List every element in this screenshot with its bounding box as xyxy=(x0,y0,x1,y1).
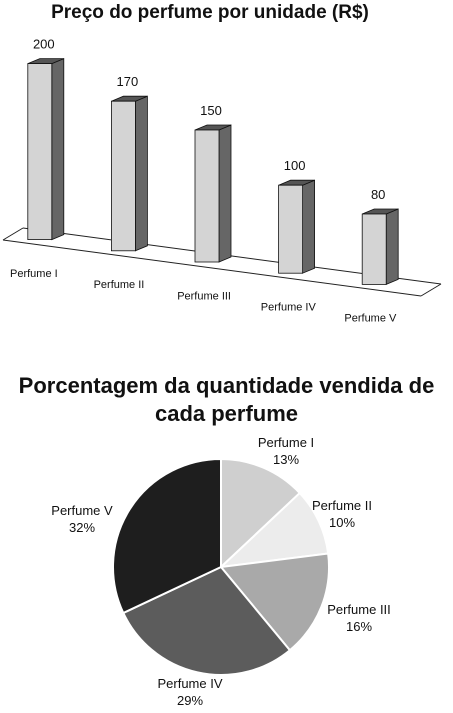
bar-chart-title: Preço do perfume por unidade (R$) xyxy=(51,2,369,23)
bar-category-label: Perfume V xyxy=(344,313,397,325)
bar-side xyxy=(385,208,399,285)
pie-slice-1 xyxy=(220,457,302,570)
bar-front xyxy=(194,129,220,263)
pie-slice-percent-label: 29% xyxy=(177,693,203,708)
floor-front-edge xyxy=(2,239,422,297)
bar-front xyxy=(111,100,136,252)
bar-value-label: 150 xyxy=(200,103,222,118)
pie-slice-name-label: Perfume IV xyxy=(157,676,222,691)
bar-value-label: 200 xyxy=(33,37,55,52)
pie-slice-name-label: Perfume II xyxy=(312,498,372,513)
pie-title-line-1: Porcentagem da quantidade vendida de xyxy=(18,373,435,398)
bar-value-label: 80 xyxy=(371,187,385,202)
pie-slice-percent-label: 13% xyxy=(273,452,299,467)
bar-5 xyxy=(361,208,399,285)
bar-3 xyxy=(194,124,232,263)
bar-4 xyxy=(278,179,316,274)
bar-chart: 200 Perfume I 170 Perfume II 150 Perfume III 1… xyxy=(2,37,442,325)
bar-value-label: 100 xyxy=(284,158,306,173)
pie-slice-name-label: Perfume III xyxy=(327,602,391,617)
bar-2 xyxy=(111,95,148,252)
pie-chart-title: Porcentagem da quantidade vendida de cad… xyxy=(0,372,453,428)
bar-category-label: Perfume IV xyxy=(261,302,317,314)
bar-category-label: Perfume I xyxy=(10,268,58,280)
pie-slice-name-label: Perfume V xyxy=(51,503,113,518)
pie-slice-percent-label: 10% xyxy=(329,515,355,530)
bar-1 xyxy=(27,58,65,241)
pie-slice-name-label: Perfume I xyxy=(258,435,314,450)
bar-side xyxy=(134,95,148,252)
bar-value-label: 170 xyxy=(117,74,139,89)
bar-category-label: Perfume III xyxy=(177,290,231,302)
pie-chart: Perfume I 13% Perfume II 10% Perfume III 16% P… xyxy=(51,435,391,708)
floor-right-edge xyxy=(420,283,442,297)
pie-slice-percent-label: 32% xyxy=(69,520,95,535)
bar-side xyxy=(218,124,232,263)
floor-left-edge xyxy=(2,227,24,241)
bar-front xyxy=(361,213,387,285)
bar-front xyxy=(27,63,53,240)
bar-side xyxy=(51,58,65,241)
bar-category-label: Perfume II xyxy=(94,279,145,291)
pie-slice-percent-label: 16% xyxy=(346,619,372,634)
pie-title-line-2: cada perfume xyxy=(154,401,299,426)
bar-side xyxy=(302,179,316,274)
pie-slice-5 xyxy=(112,457,222,615)
pie-slice-3 xyxy=(219,552,330,652)
bar-front xyxy=(278,184,304,274)
